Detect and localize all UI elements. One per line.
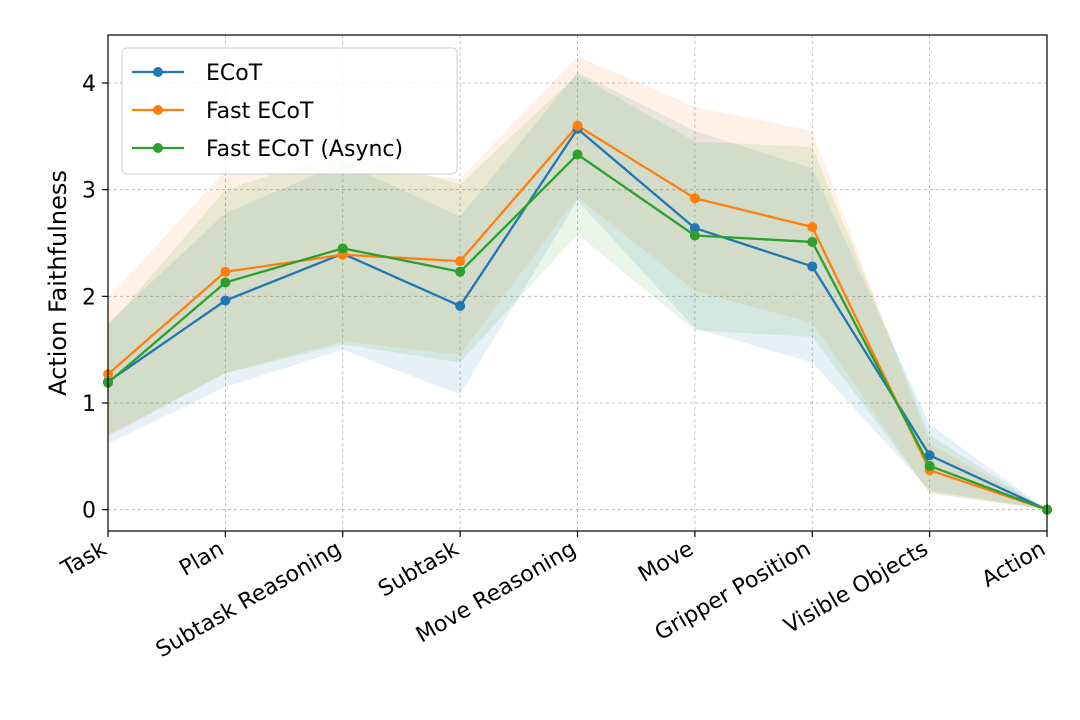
data-point — [689, 230, 700, 241]
legend-box — [121, 47, 458, 175]
x-tick-label: Subtask — [374, 536, 463, 602]
data-point — [455, 300, 466, 311]
x-tick-label: Action — [978, 537, 1050, 593]
y-tick-label: 0 — [82, 499, 96, 524]
legend-swatch-marker — [153, 67, 163, 77]
data-point — [455, 256, 466, 267]
legend-swatch-marker — [153, 105, 163, 115]
y-tick-label: 1 — [82, 392, 96, 417]
data-point — [220, 277, 231, 288]
x-tick-label: Move — [634, 537, 698, 588]
x-tick-label: Plan — [175, 537, 228, 582]
confidence-band-2 — [108, 74, 1047, 510]
data-point — [689, 223, 700, 234]
x-tick-label: Task — [57, 536, 112, 582]
legend-label: Fast ECoT — [206, 99, 314, 124]
legend-label: Fast ECoT (Async) — [206, 137, 403, 162]
data-point — [924, 450, 935, 461]
y-tick-label: 2 — [82, 285, 96, 310]
data-point — [220, 295, 231, 306]
legend-label: ECoT — [206, 61, 263, 86]
data-point — [807, 261, 818, 272]
legend-swatch-marker — [153, 143, 163, 153]
data-point — [807, 222, 818, 232]
y-axis-label: Action Faithfulness — [44, 170, 72, 396]
confidence-band-0 — [108, 72, 1047, 510]
data-point — [689, 193, 700, 204]
y-tick-label: 3 — [82, 179, 96, 204]
y-axis-ticks: 0 1 2 3 4 — [82, 72, 108, 524]
data-point — [572, 149, 583, 160]
data-point — [924, 460, 935, 471]
grid-layer — [107, 35, 1048, 531]
data-point — [337, 243, 348, 254]
y-tick-label: 4 — [82, 72, 96, 97]
x-tick-label: Subtask Reasoning — [152, 537, 346, 663]
series-points — [103, 120, 1052, 515]
data-point — [220, 266, 231, 277]
data-point — [572, 120, 583, 131]
data-point — [807, 236, 818, 247]
legend: ECoT Fast ECoT Fast ECoT (Async) — [121, 47, 458, 175]
data-point — [455, 266, 466, 277]
